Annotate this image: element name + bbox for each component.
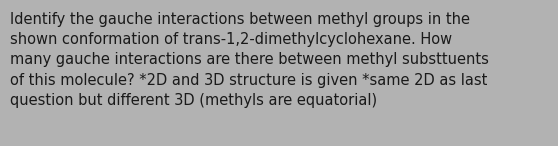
Text: Identify the gauche interactions between methyl groups in the
shown conformation: Identify the gauche interactions between… xyxy=(10,12,489,108)
